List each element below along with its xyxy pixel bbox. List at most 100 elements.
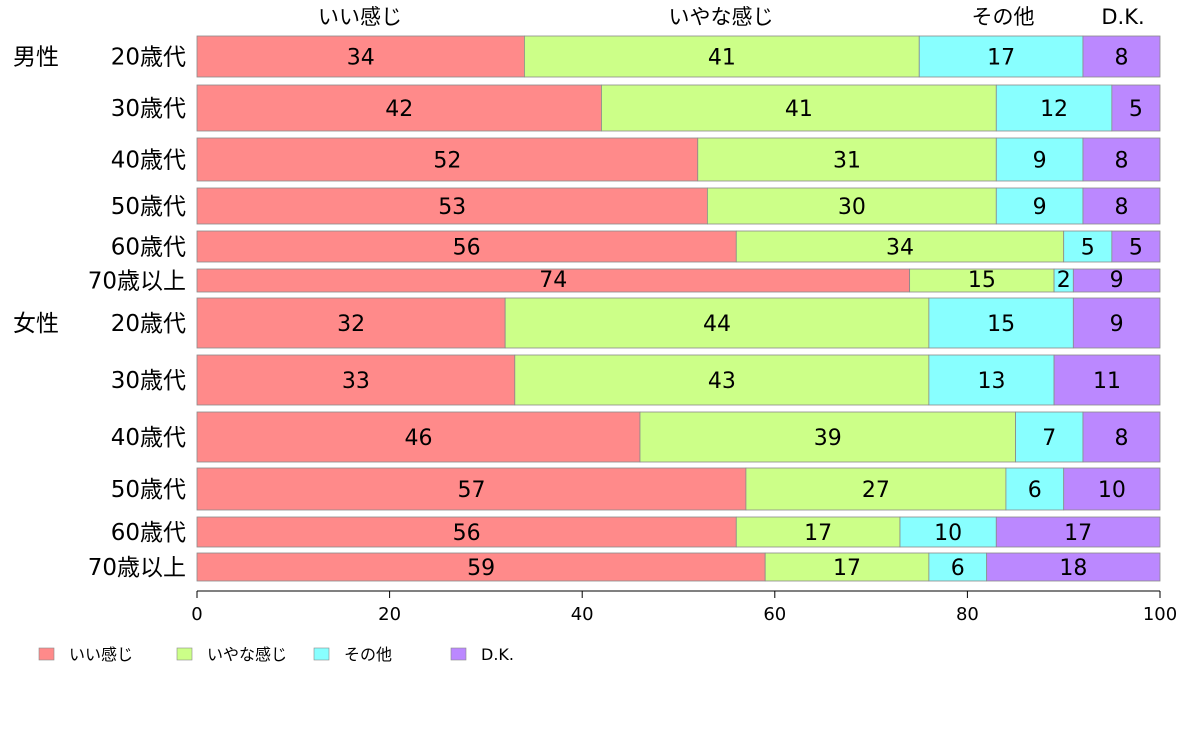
- bar-value-label: 57: [457, 478, 485, 503]
- x-tick-label: 100: [1143, 604, 1177, 625]
- bar-value-label: 31: [833, 148, 861, 173]
- bar-value-label: 46: [404, 426, 432, 451]
- bar-segment: [196, 467, 747, 511]
- bar-value-label: 5: [1129, 235, 1143, 260]
- bar-segment: [986, 552, 1161, 582]
- bar-value-label: 41: [785, 97, 813, 122]
- bar-segment: [1082, 137, 1161, 182]
- bar-segment: [697, 137, 997, 182]
- row-label: 70歳以上: [88, 269, 186, 295]
- x-axis: 0 20 40 60 80 100: [191, 590, 1177, 625]
- bar-value-label: 18: [1059, 556, 1087, 581]
- bar-segment: [524, 35, 920, 78]
- bar-value-label: 15: [987, 312, 1015, 337]
- bar-segment: [995, 516, 1161, 548]
- bar-value-label: 7: [1042, 426, 1056, 451]
- bar-segment: [1063, 230, 1113, 263]
- row-label: 50歳代: [111, 477, 186, 503]
- legend-swatch: [450, 647, 467, 661]
- bar-value-label: 33: [342, 369, 370, 394]
- bar-value-label: 30: [838, 195, 866, 220]
- bar-segment: [1111, 230, 1161, 263]
- bar-segment: [1053, 354, 1161, 406]
- row-label: 40歳代: [111, 425, 186, 451]
- row-label: 70歳以上: [88, 555, 186, 581]
- bar-segment: [735, 516, 901, 548]
- column-headers: いい感じ いやな感じ その他 D.K.: [318, 5, 1145, 29]
- legend-swatch: [38, 647, 55, 661]
- bar-segment: [735, 230, 1065, 263]
- bar-value-label: 41: [708, 45, 736, 70]
- bar-segment: [196, 297, 506, 349]
- bar-value-label: 9: [1033, 195, 1047, 220]
- bar-segment: [1082, 187, 1161, 225]
- x-tick-label: 60: [763, 604, 786, 625]
- group-label: 女性: [13, 311, 59, 337]
- bar-value-label: 15: [968, 268, 996, 293]
- row-label: 40歳代: [111, 148, 186, 174]
- bar-segment: [1005, 467, 1065, 511]
- bar-segment: [1111, 84, 1161, 132]
- bar-segment: [764, 552, 930, 582]
- bar-value-label: 17: [804, 521, 832, 546]
- bar-value-label: 53: [438, 195, 466, 220]
- bar-segment: [918, 35, 1084, 78]
- bar-segment: [1072, 268, 1161, 293]
- bar-segment: [196, 35, 525, 78]
- legend-label: その他: [344, 645, 392, 664]
- bar-value-label: 17: [833, 556, 861, 581]
- legend: いい感じ いやな感じ その他 D.K.: [38, 645, 514, 664]
- bar-segment: [196, 187, 708, 225]
- bar-segment: [196, 84, 602, 132]
- row-label: 60歳代: [111, 235, 186, 261]
- bar-value-label: 17: [1064, 521, 1092, 546]
- bar-value-label: 6: [1028, 478, 1042, 503]
- bar-value-label: 9: [1033, 148, 1047, 173]
- bar-value-label: 59: [467, 556, 495, 581]
- legend-label: いい感じ: [69, 645, 133, 664]
- bar-segment: [1015, 411, 1084, 463]
- bar-value-label: 39: [814, 426, 842, 451]
- bar-value-label: 52: [433, 148, 461, 173]
- bar-segment: [1082, 411, 1161, 463]
- bar-segment: [639, 411, 1016, 463]
- legend-label: いやな感じ: [207, 645, 287, 664]
- legend-swatch: [176, 647, 193, 661]
- bar-segment: [706, 187, 997, 225]
- bar-value-label: 74: [539, 268, 567, 293]
- bar-value-label: 34: [886, 235, 914, 260]
- bar-value-label: 10: [934, 521, 962, 546]
- bar-segment: [196, 230, 737, 263]
- legend-label: D.K.: [481, 645, 514, 664]
- column-header: D.K.: [1101, 5, 1144, 29]
- bar-segment: [196, 137, 699, 182]
- bar-value-label: 17: [987, 45, 1015, 70]
- row-label: 30歳代: [111, 96, 186, 122]
- bar-value-label: 34: [347, 45, 375, 70]
- bar-value-label: 10: [1098, 478, 1126, 503]
- bar-value-label: 8: [1114, 426, 1128, 451]
- column-header: いやな感じ: [669, 5, 774, 29]
- bar-value-label: 9: [1110, 312, 1124, 337]
- row-label: 30歳代: [111, 368, 186, 394]
- bar-segment: [928, 297, 1074, 349]
- row-label: 50歳代: [111, 194, 186, 220]
- bar-value-label: 44: [703, 312, 731, 337]
- row-label: 60歳代: [111, 520, 186, 546]
- bar-segment: [196, 516, 737, 548]
- bar-value-label: 8: [1114, 45, 1128, 70]
- bar-segment: [601, 84, 997, 132]
- bar-value-label: 5: [1129, 97, 1143, 122]
- legend-swatch: [313, 647, 330, 661]
- row-label: 20歳代: [111, 45, 186, 71]
- bars: 34 41 17 8 42 41 12 5 52 31 9 8 53 30 9 8 56 34 5 5 74 15 2 9 32…: [196, 35, 1161, 582]
- bar-value-label: 8: [1114, 195, 1128, 220]
- bar-segment: [1082, 35, 1161, 78]
- bar-value-label: 9: [1110, 268, 1124, 293]
- column-header: いい感じ: [318, 5, 402, 29]
- group-label: 男性: [13, 45, 59, 71]
- column-header: その他: [972, 5, 1035, 29]
- bar-value-label: 13: [977, 369, 1005, 394]
- bar-value-label: 11: [1093, 369, 1121, 394]
